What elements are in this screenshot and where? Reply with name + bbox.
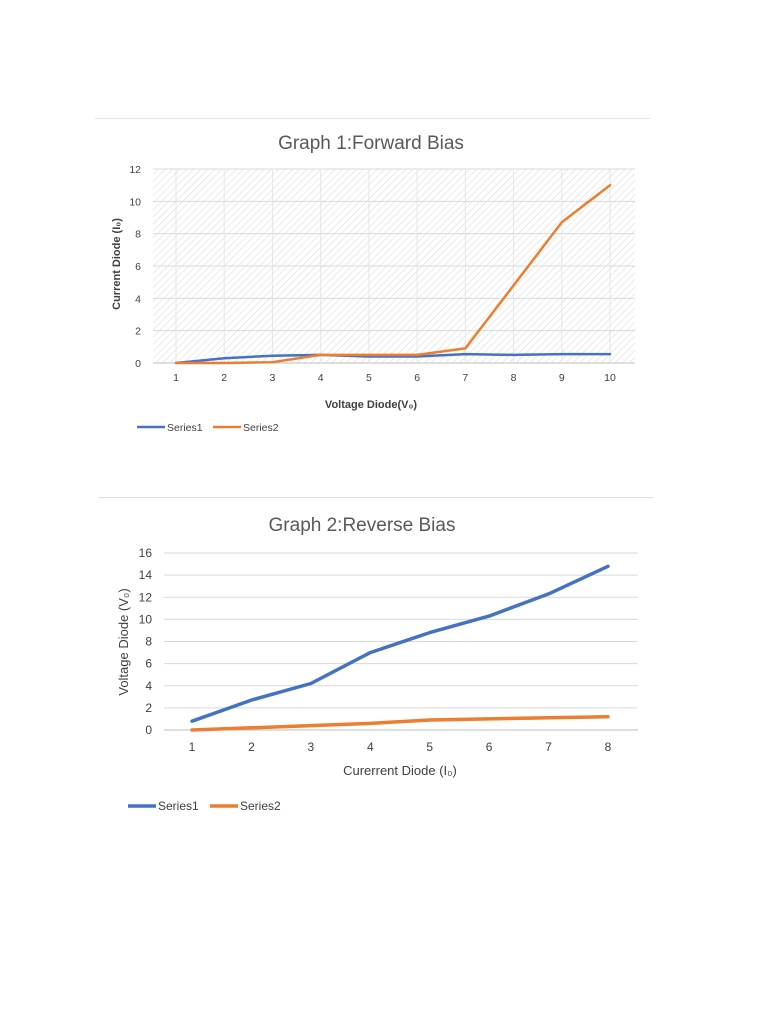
y-tick-label: 6 — [135, 261, 141, 273]
y-tick-label: 2 — [145, 701, 152, 715]
x-tick-label: 7 — [545, 740, 552, 754]
x-tick-label: 2 — [221, 372, 227, 384]
y-tick-label: 8 — [135, 229, 141, 241]
legend-label: Series1 — [158, 799, 199, 813]
x-tick-label: 1 — [189, 740, 196, 754]
x-tick-label: 4 — [318, 372, 324, 384]
y-tick-label: 0 — [145, 723, 152, 737]
x-tick-label: 5 — [366, 372, 372, 384]
legend-label: Series1 — [167, 422, 203, 434]
series-line-series2 — [190, 714, 610, 732]
series-line-series1 — [190, 564, 610, 723]
y-tick-label: 10 — [129, 196, 141, 208]
x-axis-label: Voltage Diode(V₀) — [325, 399, 417, 411]
y-tick-label: 12 — [139, 590, 153, 604]
y-axis-label: Voltage Diode (V₀) — [116, 588, 131, 695]
x-tick-label: 8 — [605, 740, 612, 754]
y-tick-label: 6 — [145, 657, 152, 671]
x-tick-label: 5 — [426, 740, 433, 754]
y-tick-label: 12 — [129, 164, 141, 176]
x-tick-label: 8 — [511, 372, 517, 384]
x-tick-label: 6 — [486, 740, 493, 754]
legend-label: Series2 — [240, 799, 281, 813]
y-tick-label: 8 — [145, 635, 152, 649]
series-line-series2 — [174, 183, 612, 365]
x-tick-label: 6 — [414, 372, 420, 384]
chart-title: Graph 1:Forward Bias — [278, 133, 464, 154]
x-tick-label: 3 — [270, 372, 276, 384]
y-axis-label: Current Diode (I₀) — [111, 218, 123, 310]
x-tick-label: 1 — [173, 372, 179, 384]
x-tick-label: 7 — [462, 372, 468, 384]
x-tick-label: 2 — [248, 740, 255, 754]
series-line-series1 — [174, 352, 612, 365]
legend-label: Series2 — [243, 422, 279, 434]
y-tick-label: 10 — [139, 612, 153, 626]
y-tick-label: 4 — [135, 293, 141, 305]
y-tick-label: 4 — [145, 679, 152, 693]
x-tick-label: 3 — [308, 740, 315, 754]
x-tick-label: 4 — [367, 740, 374, 754]
y-tick-label: 16 — [139, 546, 153, 560]
y-tick-label: 14 — [139, 568, 153, 582]
y-tick-label: 2 — [135, 326, 141, 338]
x-axis-label: Curerrent Diode (I₀) — [343, 763, 457, 778]
x-tick-label: 10 — [604, 372, 616, 384]
chart-title: Graph 2:Reverse Bias — [269, 515, 456, 536]
y-tick-label: 0 — [135, 358, 141, 370]
x-tick-label: 9 — [559, 372, 565, 384]
